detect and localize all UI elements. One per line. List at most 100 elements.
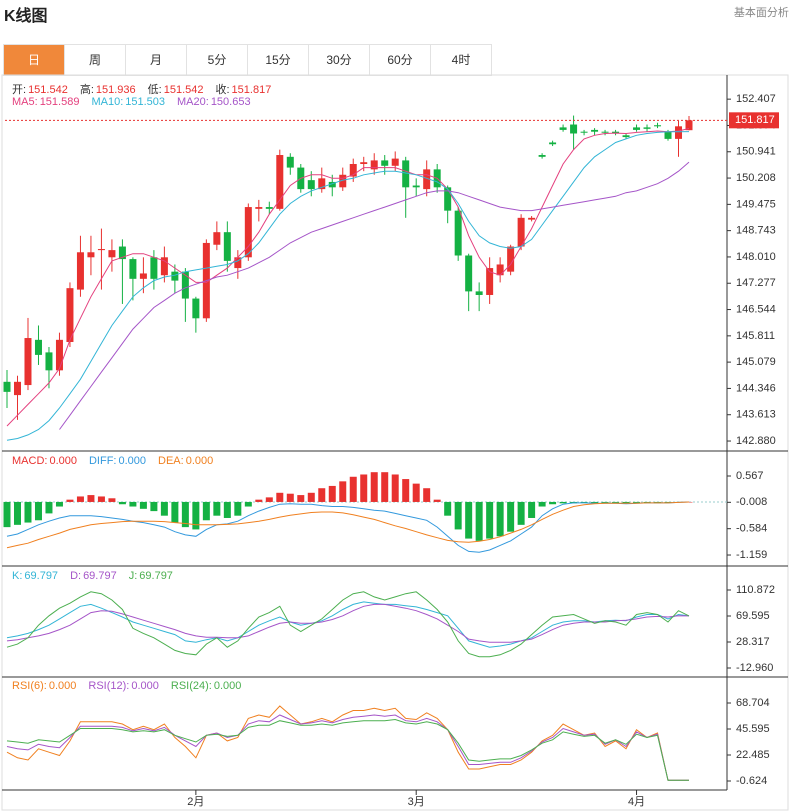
legend-name: MA5: [12,96,38,108]
y-tick-label: 147.277 [736,277,776,289]
ohlc-label: 高: [79,84,94,96]
candle-body [675,126,683,139]
macd-bar [276,492,284,502]
macd-bar [34,501,42,521]
macd-bar [192,501,200,530]
ohlc-value: 151.936 [95,84,136,96]
candle-body [412,185,420,188]
candle-body [55,339,63,371]
candle-body [286,156,294,168]
candle-body [34,339,42,355]
macd-bar [139,501,147,509]
fundamental-link[interactable]: 基本面分析» [733,7,789,19]
candle-body [349,163,357,177]
macd-bar [76,496,84,502]
legend-value: 69.797 [139,570,173,582]
period-tab[interactable]: 4时 [431,45,492,75]
macd-bar [318,488,326,502]
candle-body [465,255,473,292]
ohlc-value: 151.542 [28,84,68,96]
candle-body [423,169,431,190]
legend-value: 0.000 [213,680,242,692]
macd-bar [559,501,567,504]
y-tick-label: 149.475 [736,198,776,210]
x-tick-label: 2月 [187,796,204,808]
indicator-line [6,128,690,427]
y-tick-label: 150.208 [736,172,776,184]
period-tab[interactable]: 60分 [370,45,431,75]
period-tab[interactable]: 15分 [248,45,309,75]
indicator-line [6,501,690,549]
macd-bar [87,495,95,502]
macd-bar [66,499,74,502]
period-tab[interactable]: 月 [126,45,187,75]
y-tick-label: 150.941 [736,146,776,158]
y-tick-label: 69.595 [736,610,770,622]
legend-value: 69.797 [83,570,117,582]
ohlc-label: 低: [147,84,162,96]
legend: MACD: 0.000 DIFF: 0.000 DEA: 0.000 [12,455,225,467]
candle-body [570,124,578,134]
legend: 开: 151.542 高: 151.936 低: 151.542 收: 151.817 [12,81,283,97]
period-tab[interactable]: 日 [4,45,65,75]
indicator-line [6,501,690,553]
candle-body [591,129,599,132]
legend-value: 151.589 [39,96,80,108]
macd-bar [528,501,536,518]
period-tab[interactable]: 5分 [187,45,248,75]
candle-body [643,127,651,129]
macd-bar [496,501,504,537]
indicator-line [6,601,690,648]
macd-bar [13,501,21,525]
macd-bar [55,501,63,507]
macd-bar [297,495,305,502]
y-tick-label: -0.008 [736,496,767,508]
candle-body [664,131,672,139]
macd-bar [370,472,378,502]
period-tabs: 日周月 5分 15分 30分 60分 4时 [3,44,492,76]
candle-body [486,268,494,295]
candle-body [580,131,588,133]
panel [6,591,690,658]
candle-body [118,246,126,260]
macd-bar [349,476,357,502]
candle-body [549,142,557,145]
macd-bar [97,496,105,502]
candle-body [150,257,158,279]
candle-body [402,160,410,188]
macd-bar [129,501,137,507]
y-tick-label: 0.567 [736,470,764,482]
legend-name: RSI(24): [170,680,212,692]
candle-body [370,160,378,170]
period-tab[interactable]: 30分 [309,45,370,75]
macd-bar [612,501,620,503]
candle-body [24,338,32,386]
legend-value: 0.000 [118,455,147,467]
macd-bar [307,492,315,502]
macd-bar [402,479,410,502]
candle-body [160,257,168,276]
period-tab[interactable]: 周 [65,45,126,75]
candle-body [454,210,462,256]
candle-body [538,155,546,157]
macd-bar [118,501,126,505]
indicator-line [6,131,690,441]
candle-body [213,232,221,245]
panel [3,472,727,553]
candle-body [328,181,336,188]
candle-body [87,252,95,258]
legend-value: 0.000 [185,455,214,467]
ohlc-value: 151.817 [231,84,272,96]
y-tick-label: 148.743 [736,225,776,237]
candle-body [360,162,368,164]
indicator-line [6,718,689,781]
y-tick-label: 146.544 [736,303,776,315]
y-tick-label: 145.079 [736,356,776,368]
candle-body [181,271,189,299]
legend-name: K: [12,570,23,582]
legend-name: RSI(6): [12,680,47,692]
candle-body [255,207,263,209]
y-tick-label: 143.613 [736,409,776,421]
indicator-line [6,705,689,781]
